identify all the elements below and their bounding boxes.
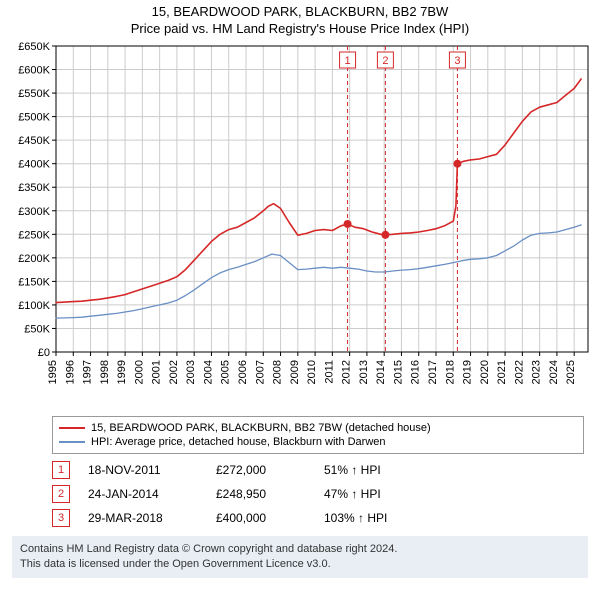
sale-hpi-delta: 103% ↑ HPI	[324, 511, 584, 525]
svg-text:2023: 2023	[531, 360, 543, 384]
svg-text:£600K: £600K	[18, 64, 50, 76]
svg-text:£450K: £450K	[18, 135, 50, 147]
svg-text:2019: 2019	[462, 360, 474, 384]
legend-swatch	[59, 427, 85, 429]
svg-text:£500K: £500K	[18, 112, 50, 124]
svg-text:£250K: £250K	[18, 229, 50, 241]
chart-title-line2: Price paid vs. HM Land Registry's House …	[0, 21, 600, 36]
svg-text:£0: £0	[38, 347, 50, 359]
legend: 15, BEARDWOOD PARK, BLACKBURN, BB2 7BW (…	[52, 416, 584, 454]
svg-text:1996: 1996	[64, 360, 76, 384]
svg-text:2005: 2005	[220, 360, 232, 384]
svg-text:2011: 2011	[323, 360, 335, 384]
sale-hpi-delta: 51% ↑ HPI	[324, 463, 584, 477]
svg-text:2018: 2018	[444, 360, 456, 384]
svg-text:£400K: £400K	[18, 159, 50, 171]
svg-text:1: 1	[345, 55, 351, 67]
svg-text:£300K: £300K	[18, 206, 50, 218]
svg-text:2015: 2015	[392, 360, 404, 384]
sales-table: 1 18-NOV-2011 £272,000 51% ↑ HPI 2 24-JAN-201…	[52, 458, 584, 530]
svg-text:2: 2	[382, 55, 388, 67]
sale-date: 29-MAR-2018	[88, 511, 198, 525]
svg-text:2004: 2004	[202, 360, 214, 384]
svg-text:2013: 2013	[358, 360, 370, 384]
svg-text:2025: 2025	[565, 360, 577, 384]
svg-text:2017: 2017	[427, 360, 439, 384]
svg-text:2009: 2009	[289, 360, 301, 384]
sale-price: £400,000	[216, 511, 306, 525]
svg-text:£50K: £50K	[24, 323, 50, 335]
svg-text:2008: 2008	[272, 360, 284, 384]
sale-price: £248,950	[216, 487, 306, 501]
svg-text:2001: 2001	[151, 360, 163, 384]
footer-attribution: Contains HM Land Registry data © Crown c…	[12, 536, 588, 578]
footer-line2: This data is licensed under the Open Gov…	[20, 557, 580, 572]
svg-text:£200K: £200K	[18, 253, 50, 265]
chart-title-line1: 15, BEARDWOOD PARK, BLACKBURN, BB2 7BW	[0, 0, 600, 21]
svg-text:2021: 2021	[496, 360, 508, 384]
sale-row: 1 18-NOV-2011 £272,000 51% ↑ HPI	[52, 458, 584, 482]
svg-text:£150K: £150K	[18, 276, 50, 288]
svg-text:1997: 1997	[82, 360, 94, 384]
svg-text:3: 3	[454, 55, 460, 67]
svg-text:2024: 2024	[548, 360, 560, 384]
legend-label: 15, BEARDWOOD PARK, BLACKBURN, BB2 7BW (…	[91, 422, 431, 434]
svg-text:2010: 2010	[306, 360, 318, 384]
sale-price: £272,000	[216, 463, 306, 477]
footer-line1: Contains HM Land Registry data © Crown c…	[20, 542, 580, 557]
svg-text:2000: 2000	[133, 360, 145, 384]
sale-row: 2 24-JAN-2014 £248,950 47% ↑ HPI	[52, 482, 584, 506]
page: 15, BEARDWOOD PARK, BLACKBURN, BB2 7BW P…	[0, 0, 600, 590]
sale-hpi-delta: 47% ↑ HPI	[324, 487, 584, 501]
svg-text:2003: 2003	[185, 360, 197, 384]
chart-area: £0 £50K £100K £150K £200K £250K £300K £350K £400…	[0, 40, 600, 410]
sale-index-badge: 2	[52, 485, 70, 503]
sale-index-badge: 3	[52, 509, 70, 527]
svg-text:1999: 1999	[116, 360, 128, 384]
svg-text:1998: 1998	[99, 360, 111, 384]
legend-item: HPI: Average price, detached house, Blac…	[59, 435, 577, 449]
sale-date: 18-NOV-2011	[88, 463, 198, 477]
svg-text:1995: 1995	[47, 360, 59, 384]
svg-text:2014: 2014	[375, 360, 387, 384]
svg-text:£100K: £100K	[18, 300, 50, 312]
svg-text:2022: 2022	[513, 360, 525, 384]
svg-text:2007: 2007	[254, 360, 266, 384]
line-chart: £0 £50K £100K £150K £200K £250K £300K £350K £400…	[0, 40, 600, 410]
sale-index-badge: 1	[52, 461, 70, 479]
svg-text:2020: 2020	[479, 360, 491, 384]
legend-label: HPI: Average price, detached house, Blac…	[91, 436, 386, 448]
svg-text:2006: 2006	[237, 360, 249, 384]
svg-text:£650K: £650K	[18, 41, 50, 53]
svg-text:2016: 2016	[410, 360, 422, 384]
svg-text:2002: 2002	[168, 360, 180, 384]
svg-text:£550K: £550K	[18, 88, 50, 100]
legend-swatch	[59, 441, 85, 443]
sale-date: 24-JAN-2014	[88, 487, 198, 501]
svg-text:£350K: £350K	[18, 182, 50, 194]
sale-row: 3 29-MAR-2018 £400,000 103% ↑ HPI	[52, 506, 584, 530]
svg-text:2012: 2012	[341, 360, 353, 384]
legend-item: 15, BEARDWOOD PARK, BLACKBURN, BB2 7BW (…	[59, 421, 577, 435]
